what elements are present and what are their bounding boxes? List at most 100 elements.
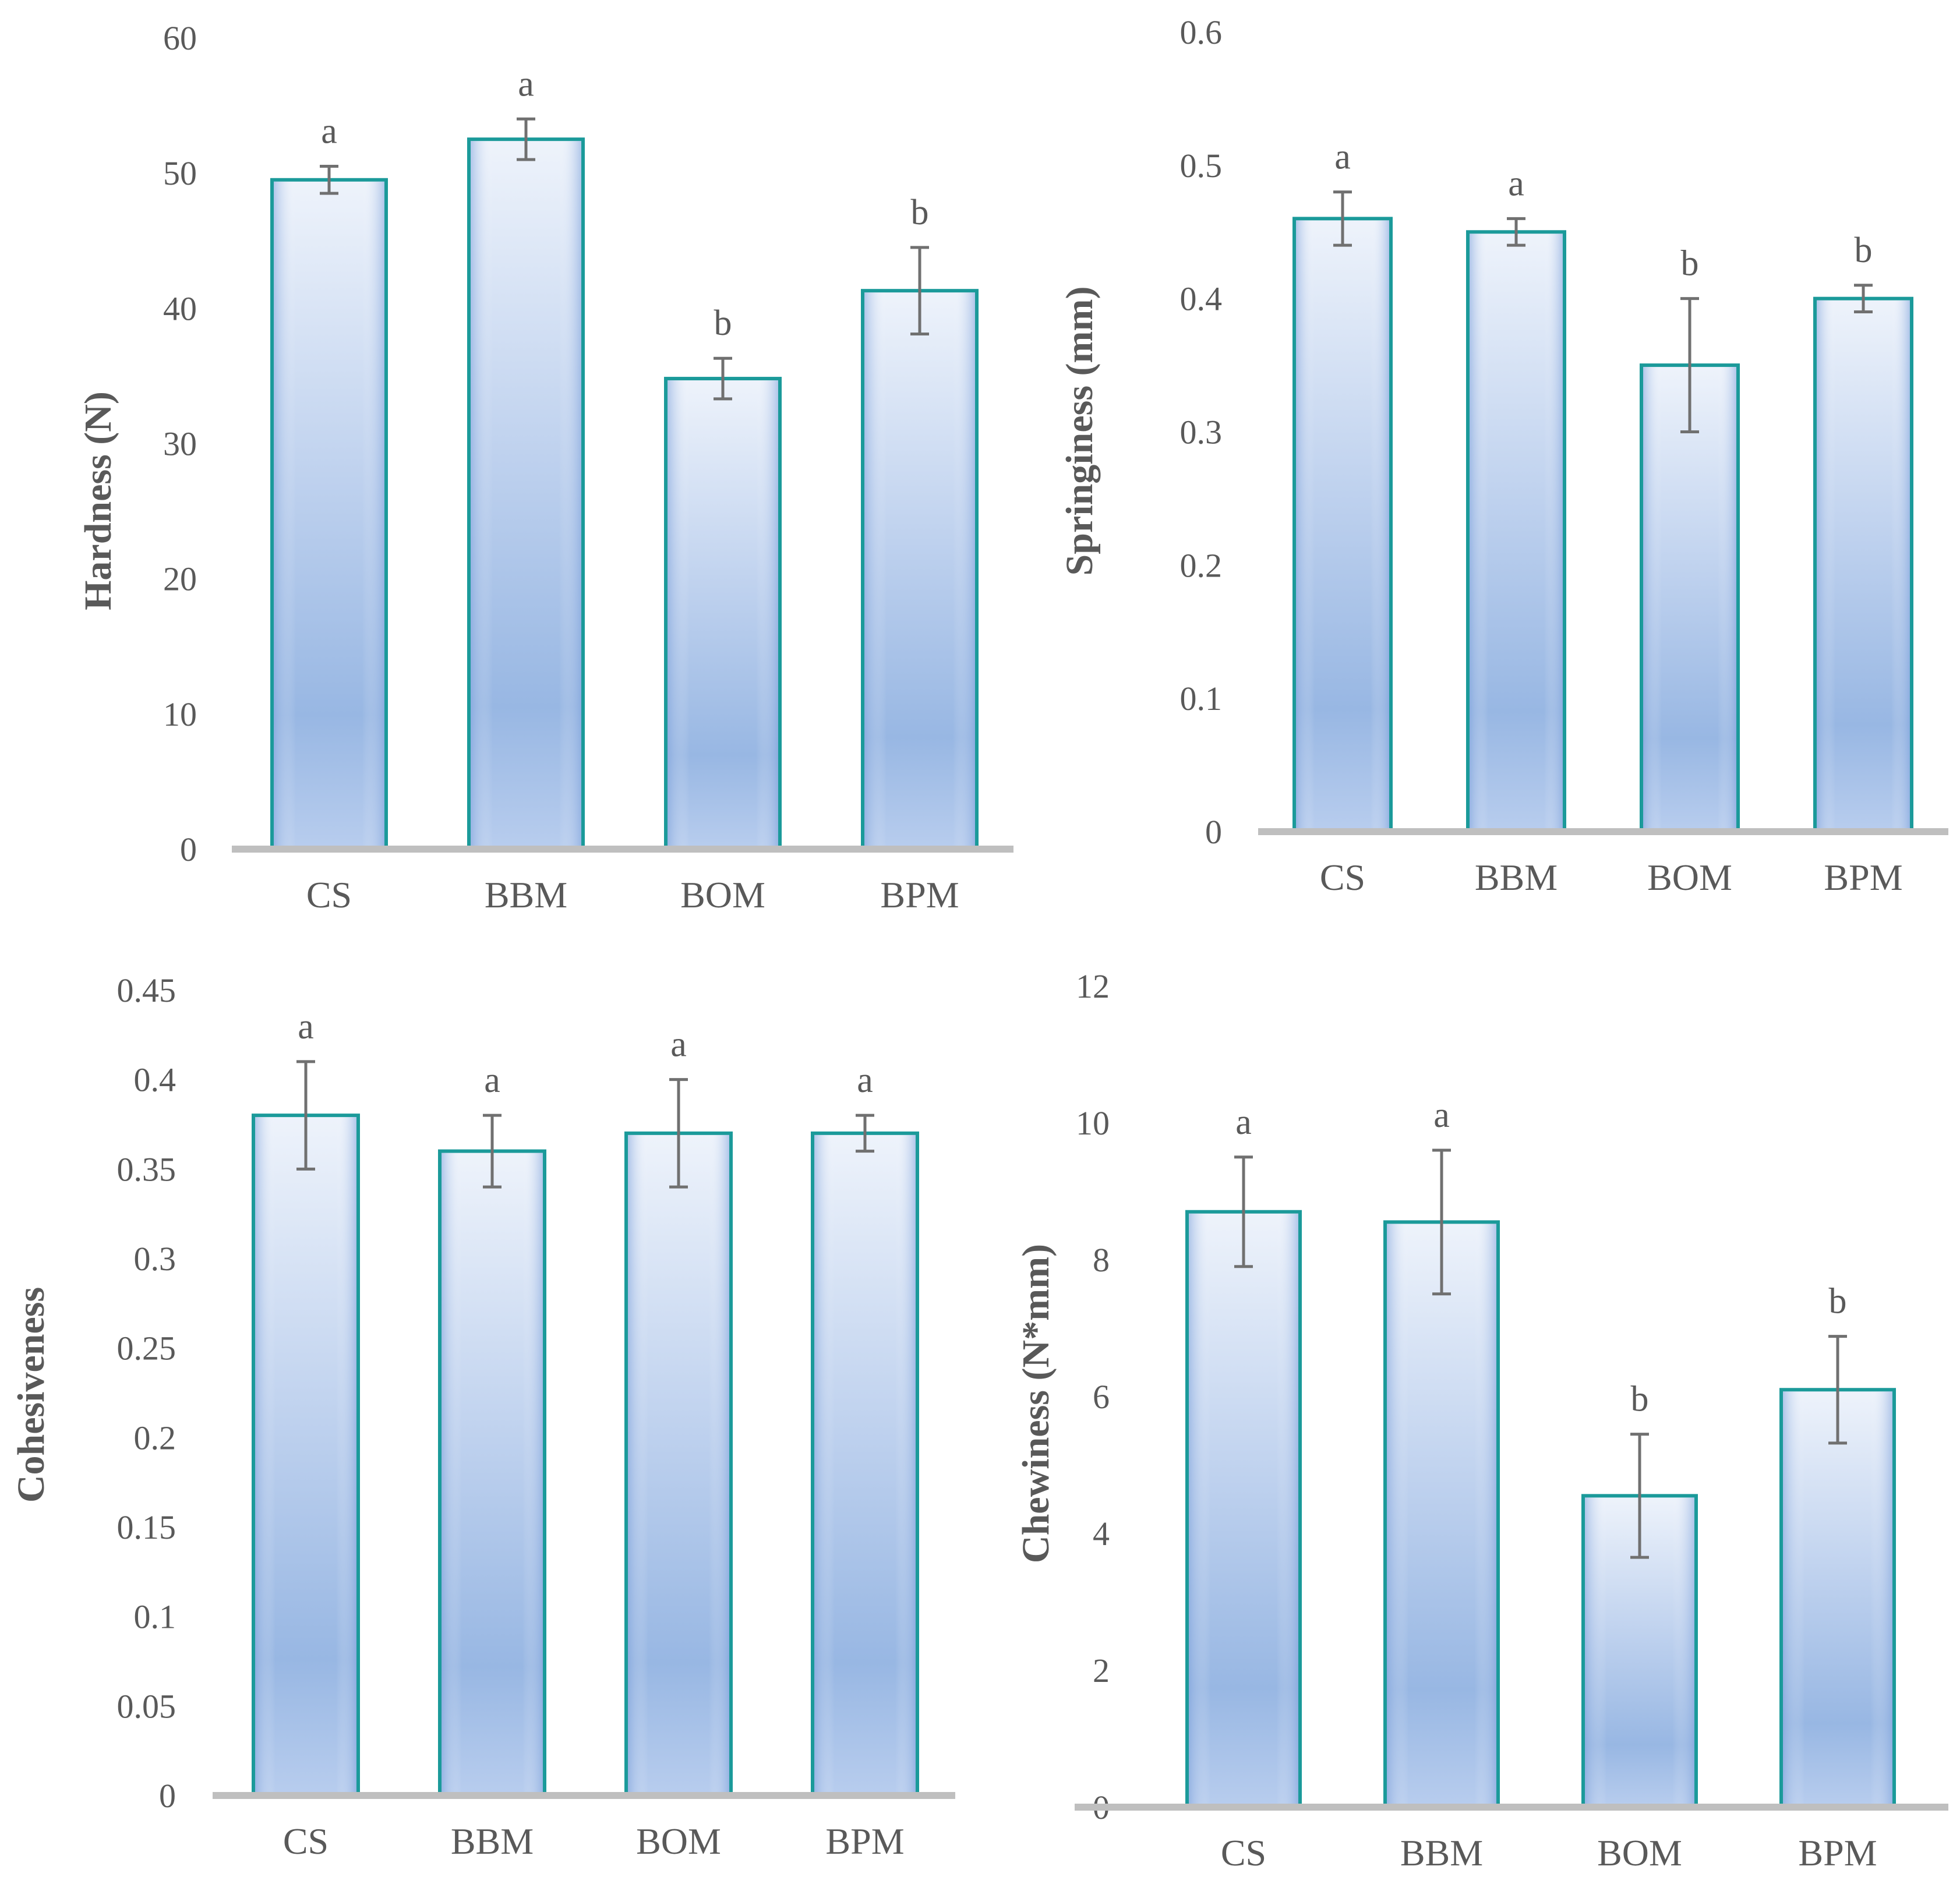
cohesiveness-y-axis-title: Cohesiveness [10, 1287, 52, 1503]
springiness-category-label: BPM [1824, 857, 1902, 898]
hardness-ytick-label: 40 [163, 289, 197, 327]
hardness-error-bar [320, 165, 338, 195]
chewiness-bar-shading [1783, 1391, 1892, 1805]
springiness-bar-shading [1643, 367, 1736, 830]
hardness-bar-shading [274, 181, 384, 847]
springiness-bar-shading [1296, 220, 1389, 830]
cohesiveness-ytick-label: 0.4 [134, 1061, 176, 1099]
chewiness-category-label: BPM [1798, 1832, 1877, 1874]
chewiness-ytick-label: 12 [1076, 967, 1110, 1005]
chewiness-error-bar [1630, 1433, 1649, 1559]
springiness-ytick-label: 0.2 [1180, 546, 1223, 584]
springiness-significance-label: a [1508, 164, 1524, 203]
hardness-bar-shading [668, 380, 778, 847]
cohesiveness-ytick-label: 0.15 [117, 1508, 176, 1546]
cohesiveness-error-bar [296, 1060, 315, 1171]
springiness-bar-shading [1470, 234, 1563, 830]
hardness-significance-label: a [518, 64, 534, 104]
cohesiveness-ytick-label: 0.2 [134, 1419, 176, 1457]
hardness-category-label: CS [306, 874, 352, 916]
chewiness-ytick-label: 2 [1093, 1652, 1110, 1689]
chewiness-bar-shading [1189, 1213, 1298, 1805]
cohesiveness-bar-shading [814, 1134, 916, 1794]
cohesiveness-category-label: CS [283, 1821, 329, 1862]
cohesiveness-category-label: BPM [825, 1821, 904, 1862]
springiness-significance-label: a [1334, 137, 1351, 177]
chewiness-significance-label: b [1829, 1282, 1847, 1321]
cohesiveness-ytick-label: 0.05 [117, 1687, 176, 1725]
hardness-chart: 0 10 20 30 40 50 60 Hardness (N) a CS a BBM b BOM b BPM [77, 19, 1013, 916]
springiness-ytick-label: 0 [1205, 813, 1222, 851]
cohesiveness-chart: 0 0.05 0.1 0.15 0.2 0.25 0.3 0.35 0.4 0.45 Cohesiv… [10, 971, 955, 1862]
springiness-significance-label: b [1855, 231, 1873, 270]
chewiness-category-label: BBM [1400, 1832, 1483, 1874]
hardness-ytick-label: 50 [163, 154, 197, 192]
cohesiveness-error-bar [669, 1078, 688, 1189]
chewiness-ytick-label: 4 [1093, 1515, 1110, 1553]
springiness-error-bar [1854, 284, 1873, 314]
cohesiveness-ytick-label: 0.3 [134, 1240, 176, 1278]
springiness-error-bar [1333, 190, 1352, 247]
springiness-ytick-label: 0.3 [1180, 413, 1223, 451]
cohesiveness-ytick-label: 0.25 [117, 1330, 176, 1367]
chewiness-error-bar [1828, 1335, 1847, 1445]
chewiness-ytick-label: 6 [1093, 1378, 1110, 1416]
cohesiveness-significance-label: a [298, 1007, 314, 1047]
hardness-error-bar [517, 117, 535, 161]
cohesiveness-ytick-label: 0.45 [117, 971, 176, 1009]
springiness-category-label: BOM [1647, 857, 1732, 898]
springiness-error-bar [1680, 297, 1699, 433]
cohesiveness-error-bar [856, 1114, 874, 1153]
cohesiveness-significance-label: a [484, 1061, 500, 1100]
springiness-ytick-label: 0.6 [1180, 13, 1223, 51]
hardness-ytick-label: 0 [180, 830, 197, 868]
cohesiveness-ytick-label: 0 [159, 1777, 176, 1815]
springiness-ytick-label: 0.5 [1180, 147, 1223, 185]
hardness-bar-shading [471, 141, 581, 847]
chewiness-ytick-label: 8 [1093, 1241, 1110, 1279]
hardness-significance-label: b [714, 303, 732, 343]
cohesiveness-error-bar [483, 1114, 502, 1189]
hardness-category-label: BBM [485, 874, 567, 916]
hardness-significance-label: b [911, 193, 929, 232]
cohesiveness-significance-label: a [670, 1025, 687, 1065]
hardness-category-label: BOM [680, 874, 765, 916]
cohesiveness-category-label: BOM [636, 1821, 721, 1862]
springiness-bar-shading [1817, 300, 1910, 830]
hardness-ytick-label: 60 [163, 19, 197, 57]
chewiness-bar-shading [1387, 1224, 1496, 1805]
chewiness-significance-label: a [1433, 1095, 1450, 1135]
hardness-y-axis-title: Hardness (N) [77, 391, 119, 610]
chewiness-category-label: CS [1221, 1832, 1266, 1874]
springiness-error-bar [1507, 217, 1525, 247]
hardness-ytick-label: 10 [163, 695, 197, 733]
springiness-category-label: BBM [1475, 857, 1558, 898]
hardness-significance-label: a [321, 112, 337, 151]
springiness-significance-label: b [1681, 244, 1699, 284]
springiness-ytick-label: 0.4 [1180, 280, 1223, 318]
cohesiveness-bar-shading [442, 1153, 543, 1794]
cohesiveness-ytick-label: 0.35 [117, 1150, 176, 1188]
chewiness-error-bar [1234, 1155, 1253, 1268]
chewiness-significance-label: b [1631, 1380, 1649, 1419]
hardness-category-label: BPM [880, 874, 959, 916]
chewiness-y-axis-title: Chewiness (N*mm) [1015, 1244, 1057, 1563]
cohesiveness-ytick-label: 0.1 [134, 1598, 176, 1636]
hardness-ytick-label: 30 [163, 425, 197, 463]
springiness-y-axis-title: Springiness (mm) [1058, 287, 1101, 576]
cohesiveness-category-label: BBM [451, 1821, 534, 1862]
cohesiveness-bar-shading [255, 1117, 356, 1794]
hardness-bar-shading [864, 292, 975, 847]
chewiness-category-label: BOM [1597, 1832, 1682, 1874]
hardness-error-bar [714, 356, 732, 401]
chewiness-significance-label: a [1235, 1102, 1252, 1142]
springiness-chart: 0 0.1 0.2 0.3 0.4 0.5 0.6 Springiness (mm) a CS a B… [1058, 13, 1948, 898]
hardness-error-bar [910, 246, 929, 335]
springiness-ytick-label: 0.1 [1180, 680, 1223, 717]
hardness-ytick-label: 20 [163, 560, 197, 598]
chewiness-error-bar [1432, 1148, 1451, 1296]
cohesiveness-significance-label: a [857, 1061, 873, 1100]
springiness-category-label: CS [1320, 857, 1365, 898]
